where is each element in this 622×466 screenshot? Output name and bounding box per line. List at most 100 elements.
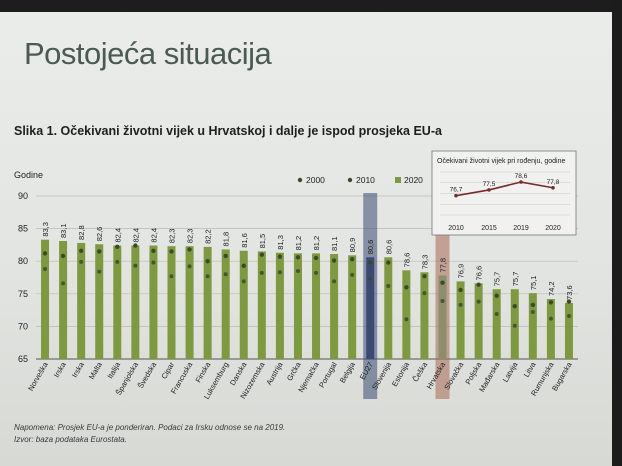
legend: 2000 2010 2020 <box>297 175 423 185</box>
marker-2000 <box>97 269 102 274</box>
marker-2000 <box>133 263 138 268</box>
marker-2000 <box>151 260 156 265</box>
category-label: Irska <box>70 360 86 379</box>
category-label: Švedska <box>136 360 159 390</box>
value-label: 75,7 <box>511 272 520 287</box>
marker-2000 <box>295 268 300 273</box>
inset-point <box>519 180 523 184</box>
marker-2010 <box>494 293 499 298</box>
value-label: 80,6 <box>384 240 393 255</box>
bar-2020 <box>564 302 573 359</box>
marker-2010 <box>115 244 120 250</box>
y-axis-label: Godine <box>14 170 43 180</box>
value-label: 82,3 <box>168 229 177 244</box>
category-label: Grčka <box>285 360 303 383</box>
y-tick-label: 65 <box>18 354 28 364</box>
marker-2010 <box>205 259 210 264</box>
value-label: 82,4 <box>149 228 158 243</box>
marker-2000 <box>422 291 427 296</box>
marker-2000 <box>530 310 535 315</box>
marker-2010 <box>60 253 66 259</box>
legend-label: 2010 <box>356 175 375 185</box>
marker-2010 <box>440 280 445 285</box>
marker-2010 <box>223 253 228 259</box>
y-tick-label: 80 <box>18 256 28 266</box>
marker-2000 <box>350 272 355 277</box>
value-label: 82,3 <box>186 229 195 244</box>
marker-2000 <box>332 279 337 284</box>
y-tick-label: 90 <box>18 191 28 201</box>
bar-2020 <box>366 257 375 359</box>
marker-2000 <box>314 270 319 275</box>
inset-title: Očekivani životni vijek pri rođenju, god… <box>437 158 566 165</box>
legend-label: 2000 <box>306 175 325 185</box>
marker-2000 <box>187 264 192 269</box>
marker-2000 <box>115 259 120 264</box>
marker-2010 <box>42 251 48 256</box>
bar-2020 <box>384 257 393 359</box>
value-label: 80,9 <box>348 238 357 253</box>
marker-2000 <box>386 283 391 288</box>
bars-layer <box>41 239 573 359</box>
marker-2010 <box>295 255 301 260</box>
marker-2000 <box>259 270 264 275</box>
marker-2000 <box>566 313 571 318</box>
bar-2020 <box>203 246 212 359</box>
bar-2020 <box>402 270 411 359</box>
value-label: 81,1 <box>330 236 339 251</box>
bar-2020 <box>492 289 501 359</box>
marker-2010 <box>78 248 84 253</box>
marker-2000 <box>476 299 481 304</box>
value-label: 81,3 <box>276 235 285 250</box>
value-label: 81,8 <box>222 232 231 247</box>
marker-2000 <box>494 312 499 317</box>
category-label: Norveška <box>26 360 50 393</box>
bar-2020 <box>185 246 194 359</box>
value-label: 82,8 <box>77 225 86 240</box>
marker-2010 <box>566 299 572 304</box>
marker-2010 <box>133 243 138 248</box>
marker-2000 <box>404 317 409 322</box>
inset-point <box>551 185 555 190</box>
marker-2010 <box>151 248 156 253</box>
value-label: 77,8 <box>439 258 448 273</box>
inset-frame <box>431 150 577 236</box>
value-label: 82,2 <box>204 229 213 244</box>
inset-value-label: 76,7 <box>450 187 463 194</box>
marker-2000 <box>241 279 246 284</box>
value-label: 80,6 <box>366 240 375 255</box>
value-label: 81,6 <box>240 233 249 248</box>
marker-2010 <box>277 254 283 259</box>
bar-2020 <box>59 240 68 359</box>
bar-2020 <box>41 239 50 359</box>
marker-2000 <box>458 302 463 307</box>
inset-value-label: 78,6 <box>515 173 528 180</box>
marker-2000 <box>440 298 445 303</box>
bar-2020 <box>239 250 248 359</box>
y-tick-label: 75 <box>18 289 28 299</box>
category-label: Belgija <box>338 360 357 385</box>
marker-2000 <box>79 259 84 264</box>
bar-2020 <box>438 275 447 359</box>
bar-2020 <box>113 245 122 359</box>
bar-2020 <box>456 281 465 359</box>
bar-2020 <box>221 249 230 359</box>
figure-title: Slika 1. Očekivani životni vijek u Hrvat… <box>14 124 442 138</box>
legend-label: 2020 <box>404 175 423 185</box>
note-text: Napomena: Prosjek EU-a je ponderiran. Po… <box>14 423 286 432</box>
marker-2000 <box>277 270 282 275</box>
marker-2010 <box>386 260 391 265</box>
value-label: 73,6 <box>565 285 574 300</box>
inset-point <box>454 193 458 198</box>
category-label: Češka <box>411 360 430 384</box>
bar-2020 <box>348 255 357 359</box>
inset-x-label: 2010 <box>448 225 464 232</box>
category-label: Finska <box>194 360 213 384</box>
screen-bezel-top <box>0 0 622 12</box>
category-label: Austrija <box>264 360 285 387</box>
category-label: Italija <box>105 360 122 380</box>
marker-2010 <box>404 285 409 290</box>
category-label: Litva <box>522 360 538 379</box>
marker-2010 <box>259 252 265 257</box>
value-label: 81,2 <box>294 236 303 251</box>
